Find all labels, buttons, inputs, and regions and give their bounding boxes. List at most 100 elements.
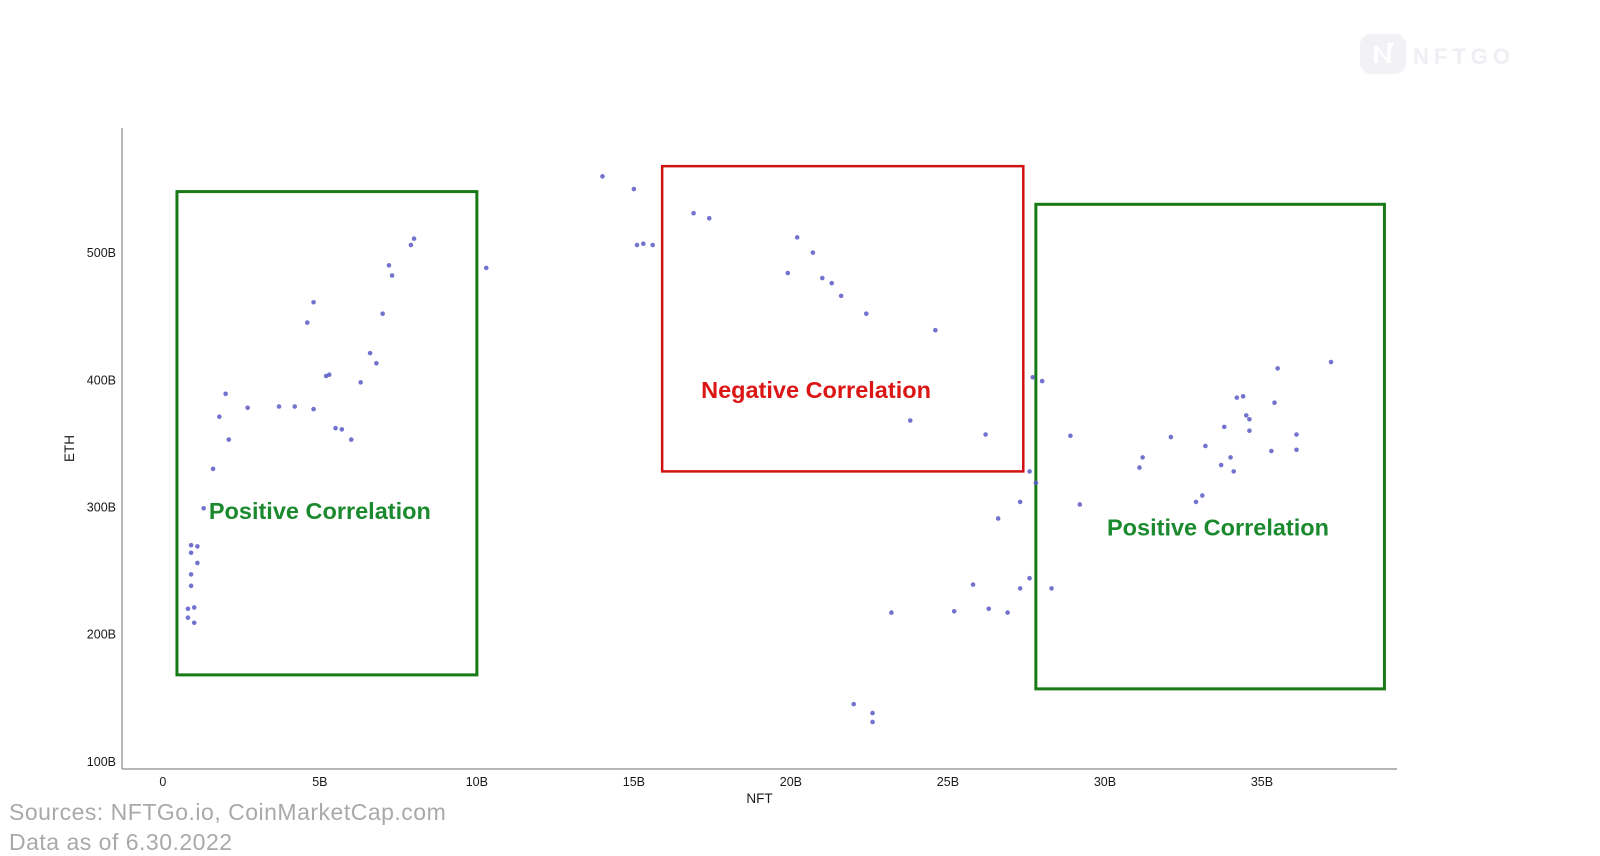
scatter-point — [829, 280, 835, 286]
scatter-point — [1203, 443, 1208, 449]
x-tick-label: 10B — [466, 775, 488, 789]
annotation-label-red-1: Negative Correlation — [701, 377, 931, 403]
scatter-point — [326, 372, 332, 378]
scatter-point — [1221, 424, 1227, 430]
scatter-point — [185, 606, 191, 612]
y-tick-label: 300B — [87, 501, 116, 515]
scatter-point — [217, 414, 222, 420]
scatter-point — [863, 311, 869, 316]
scatter-point — [631, 186, 637, 192]
nftgo-logo-icon — [1360, 34, 1406, 74]
scatter-point — [483, 265, 489, 271]
scatter-point — [1033, 480, 1039, 486]
annotation-box-red-1 — [660, 164, 1025, 473]
scatter-point — [333, 425, 338, 431]
scatter-point — [1005, 610, 1010, 615]
x-axis-title: NFT — [746, 791, 772, 806]
scatter-point — [1030, 374, 1036, 380]
scatter-point — [223, 391, 228, 397]
scatter-point — [600, 174, 605, 179]
scatter-point — [339, 427, 345, 432]
scatter-point — [201, 505, 206, 511]
scatter-point — [1243, 413, 1249, 418]
scatter-point — [380, 311, 385, 316]
scatter-point — [191, 620, 197, 626]
scatter-point — [986, 606, 992, 612]
scatter-point — [1231, 469, 1236, 474]
scatter-point — [970, 582, 976, 587]
y-axis-title: ETH — [62, 435, 77, 462]
scatter-point — [1199, 493, 1205, 498]
scatter-point — [889, 610, 894, 615]
scatter-point — [1049, 586, 1054, 591]
scatter-point — [389, 273, 395, 278]
scatter-point — [785, 270, 791, 276]
scatter-point — [188, 583, 194, 589]
annotation-box-green-2 — [1034, 202, 1386, 691]
scatter-point — [1269, 448, 1274, 454]
scatter-point — [641, 241, 646, 247]
scatter-point — [1039, 378, 1045, 384]
scatter-point — [195, 560, 200, 566]
scatter-point — [1234, 395, 1240, 400]
scatter-point — [1017, 499, 1023, 505]
scatter-point — [995, 516, 1001, 521]
scatter-point — [706, 215, 712, 221]
scatter-point — [794, 235, 800, 240]
nftgo-logo: NFTGO — [1360, 31, 1515, 77]
y-tick-label: 400B — [87, 373, 116, 387]
x-tick-label: 35B — [1251, 775, 1273, 789]
scatter-point — [386, 263, 392, 268]
scatter-point — [358, 380, 363, 385]
scatter-point — [374, 360, 379, 366]
scatter-point — [1328, 359, 1334, 365]
scatter-point — [348, 437, 354, 442]
scatter-point — [191, 605, 197, 610]
scatter-point — [1027, 575, 1032, 581]
scatter-point — [838, 293, 844, 299]
scatter-point — [1077, 502, 1083, 507]
x-tick-label: 15B — [623, 775, 645, 789]
scatter-point — [292, 404, 298, 409]
scatter-point — [408, 242, 414, 248]
annotation-box-green-0 — [175, 190, 479, 677]
x-tick-label: 0 — [159, 775, 166, 789]
scatter-point — [1027, 469, 1032, 474]
scatter-point — [933, 327, 938, 333]
scatter-point — [820, 275, 825, 281]
scatter-point — [1240, 394, 1246, 399]
scatter-point — [1218, 462, 1224, 468]
scatter-point — [1272, 400, 1277, 406]
y-tick-label: 500B — [87, 246, 116, 260]
scatter-point — [188, 572, 194, 577]
scatter-point — [276, 404, 282, 409]
sources-text: Sources: NFTGo.io, CoinMarketCap.com — [9, 799, 447, 825]
annotation-label-green-0: Positive Correlation — [209, 498, 431, 524]
scatter-point — [1247, 416, 1252, 422]
scatter-point — [245, 405, 250, 411]
scatter-point — [304, 320, 310, 325]
date-text-partially-clipped: Data as of 6.30.2022 — [9, 829, 233, 855]
scatter-point — [311, 406, 316, 412]
scatter-point — [226, 437, 232, 442]
scatter-point — [983, 432, 988, 437]
x-tick-label: 25B — [937, 775, 959, 789]
nftgo-logo-text: NFTGO — [1413, 44, 1515, 69]
scatter-point — [367, 350, 373, 356]
scatter-point — [1247, 428, 1252, 433]
scatter-point — [691, 210, 696, 216]
scatter-point — [1068, 433, 1073, 439]
scatter-point — [411, 236, 417, 241]
scatter-point — [188, 550, 194, 556]
scatter-point — [1140, 455, 1145, 460]
scatter-point — [810, 250, 816, 255]
scatter-point — [185, 615, 191, 620]
scatter-point — [870, 710, 875, 716]
scatter-point — [1275, 366, 1280, 371]
scatter-point — [1137, 465, 1142, 470]
x-tick-label: 20B — [780, 775, 802, 789]
scatter-point — [1228, 455, 1233, 460]
scatter-point — [634, 242, 640, 248]
scatter-point — [311, 299, 316, 305]
